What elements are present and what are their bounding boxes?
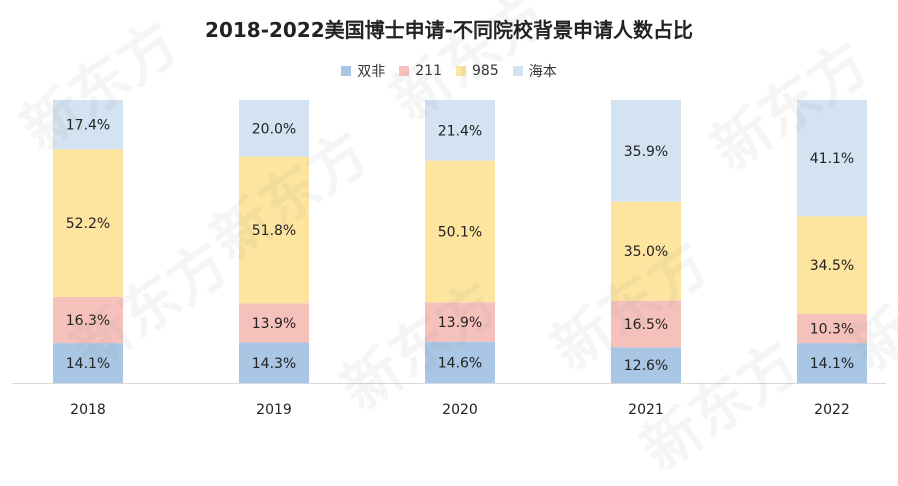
chart-svg: 14.1% 16.3% 52.2% 17.4% 2018 14.3% 13.9% 51.8% 2… [12, 100, 886, 418]
data-label: 51.8% [252, 223, 296, 239]
data-label: 14.6% [438, 355, 482, 371]
bar-segment-2019-985 [239, 156, 309, 304]
data-label: 14.1% [66, 356, 110, 372]
legend: 双非 211 985 海本 [0, 61, 898, 81]
bar-segment-2022-211 [797, 313, 867, 344]
data-label: 17.4% [66, 118, 110, 134]
legend-label: 海本 [528, 64, 557, 80]
legend-label: 双非 [357, 64, 386, 80]
legend-item-3: 海本 [512, 61, 557, 81]
data-label: 16.3% [66, 313, 110, 329]
legend-swatch [456, 66, 466, 76]
data-label: 52.2% [66, 216, 110, 232]
data-label: 35.9% [624, 144, 668, 160]
legend-item-1: 211 [399, 63, 442, 79]
data-label: 50.1% [438, 224, 482, 240]
data-label: 13.9% [252, 316, 296, 332]
legend-label: 985 [472, 63, 499, 79]
x-tick-label: 2018 [70, 402, 106, 418]
data-label: 41.1% [810, 151, 854, 167]
bar-segment-2018-海本 [53, 100, 123, 150]
bar-segment-2021-985 [611, 201, 681, 301]
bar-segment-2021-211 [611, 300, 681, 348]
x-tick-label: 2020 [442, 402, 478, 418]
legend-item-2: 985 [456, 63, 499, 79]
legend-swatch [341, 66, 352, 76]
bar-segment-2022-海本 [797, 100, 867, 217]
legend-swatch [512, 66, 523, 76]
bar-segment-2020-985 [425, 160, 495, 303]
data-label: 12.6% [624, 358, 668, 374]
x-tick-label: 2022 [814, 402, 850, 418]
bar-segment-2018-双非 [53, 343, 123, 383]
bar-segment-2022-双非 [797, 343, 867, 383]
legend-label: 211 [415, 63, 442, 79]
x-tick-label: 2021 [628, 402, 664, 418]
data-label: 20.0% [252, 121, 296, 137]
data-label: 35.0% [624, 244, 668, 260]
bar-segment-2019-211 [239, 303, 309, 343]
bar-segment-2021-海本 [611, 100, 681, 202]
data-label: 16.5% [624, 317, 668, 333]
data-label: 10.3% [810, 322, 854, 338]
bar-segment-2018-985 [53, 149, 123, 297]
legend-item-0: 双非 [341, 61, 385, 81]
bar-segment-2019-海本 [239, 100, 309, 157]
data-label: 14.1% [810, 356, 854, 372]
data-label: 13.9% [438, 315, 482, 331]
bar-segment-2020-海本 [425, 100, 495, 161]
data-label: 14.3% [252, 356, 296, 372]
bar-segment-2021-双非 [611, 347, 681, 383]
bar-segment-2020-211 [425, 302, 495, 342]
legend-swatch [399, 66, 410, 76]
bar-segment-2018-211 [53, 296, 123, 344]
chart-title: 2018-2022美国博士申请-不同院校背景申请人数占比 [205, 18, 693, 42]
data-label: 34.5% [810, 258, 854, 274]
x-tick-label: 2019 [256, 402, 292, 418]
data-label: 21.4% [438, 123, 482, 139]
bar-segment-2020-双非 [425, 341, 495, 383]
bar-segment-2022-985 [797, 216, 867, 314]
bar-segment-2019-双非 [239, 342, 309, 383]
